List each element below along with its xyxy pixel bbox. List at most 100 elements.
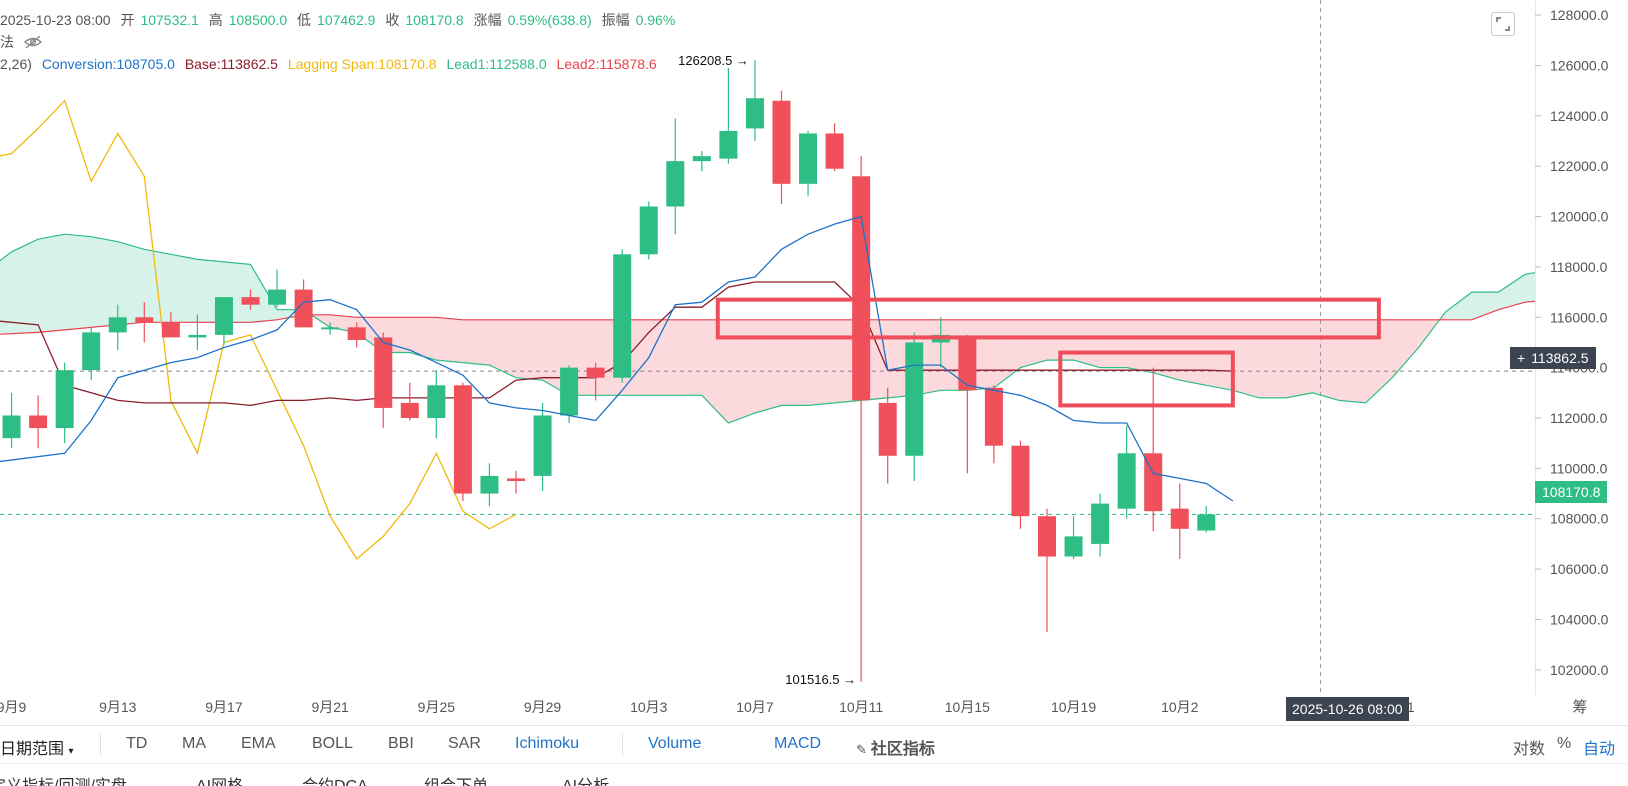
- cloud-segment: [436, 317, 463, 363]
- candle-body: [745, 98, 764, 129]
- community-indicators-button[interactable]: ✎ 社区指标: [856, 735, 935, 759]
- candle[interactable]: [214, 297, 233, 345]
- candle-body: [1038, 516, 1056, 557]
- candle-body: [188, 334, 207, 338]
- candle[interactable]: [1091, 493, 1110, 557]
- candle[interactable]: [347, 322, 366, 348]
- candle-body: [507, 478, 525, 481]
- annotation-box-2[interactable]: [1058, 350, 1235, 408]
- candle-body: [453, 385, 472, 494]
- close-value: 108170.8: [405, 12, 464, 28]
- candle[interactable]: [82, 327, 101, 381]
- candle[interactable]: [1117, 425, 1136, 519]
- candle[interactable]: [427, 370, 446, 439]
- candle[interactable]: [639, 201, 658, 260]
- candle[interactable]: [613, 249, 632, 383]
- candle[interactable]: [1170, 483, 1189, 560]
- candle[interactable]: [984, 385, 1003, 464]
- indicator-bbi[interactable]: BBI: [388, 735, 414, 752]
- candle-body: [82, 332, 101, 371]
- candle[interactable]: [958, 334, 977, 474]
- candle-body: [161, 322, 180, 338]
- candle[interactable]: [268, 269, 287, 308]
- chip-distribution-label[interactable]: 筹: [1572, 699, 1587, 716]
- candle[interactable]: [745, 60, 764, 142]
- candlestick-chart[interactable]: 126208.5 → 101516.5 →: [0, 0, 1535, 695]
- fullscreen-button[interactable]: [1491, 12, 1515, 36]
- ohlc-legend: 2025-10-23 08:00 开 107532.1 高 108500.0 低 10…: [0, 10, 681, 30]
- tab-custom-indicator[interactable]: 定义指标/回测/实盘: [0, 772, 127, 786]
- cloud-segment: [1020, 319, 1047, 368]
- candle[interactable]: [1144, 367, 1163, 532]
- lagging-value: Lagging Span:108170.8: [287, 56, 437, 72]
- candle[interactable]: [1038, 508, 1056, 633]
- cloud-segment: [1285, 319, 1313, 398]
- low-label: 低: [297, 12, 312, 28]
- candle-body: [1197, 514, 1216, 531]
- percent-scale-button[interactable]: %: [1557, 735, 1572, 752]
- candle[interactable]: [294, 279, 313, 328]
- candle[interactable]: [772, 90, 791, 204]
- candle[interactable]: [825, 123, 844, 172]
- log-scale-button[interactable]: 对数: [1513, 741, 1546, 758]
- candle[interactable]: [1064, 516, 1083, 560]
- candle[interactable]: [666, 118, 685, 235]
- candle[interactable]: [560, 365, 579, 424]
- time-tick-label: 9月9: [0, 699, 27, 715]
- candle[interactable]: [852, 156, 871, 682]
- indicator-ema[interactable]: EMA: [241, 735, 276, 752]
- candle[interactable]: [533, 402, 552, 492]
- candle[interactable]: [799, 130, 818, 197]
- candle[interactable]: [719, 67, 738, 164]
- cloud-segment: [1339, 319, 1366, 403]
- auto-scale-button[interactable]: 自动: [1583, 741, 1616, 758]
- indicator-volume[interactable]: Volume: [648, 735, 702, 752]
- indicator-ichimoku[interactable]: Ichimoku: [515, 735, 580, 752]
- tab-ai-analysis[interactable]: AI分析: [562, 772, 609, 786]
- candle[interactable]: [453, 382, 472, 502]
- bar-date: 2025-10-23 08:00: [0, 12, 111, 28]
- annotation-box-1[interactable]: [715, 297, 1381, 340]
- price-tick-label: 128000.0: [1550, 7, 1609, 23]
- candle[interactable]: [1197, 506, 1216, 533]
- price-tick-label: 126000.0: [1550, 57, 1609, 73]
- indicator-sar[interactable]: SAR: [448, 735, 481, 752]
- candle[interactable]: [321, 322, 340, 335]
- candle[interactable]: [241, 289, 260, 310]
- indicator-boll[interactable]: BOLL: [312, 735, 353, 752]
- indicator-macd[interactable]: MACD: [774, 735, 822, 752]
- candle[interactable]: [161, 312, 180, 338]
- price-tick-label: 122000.0: [1550, 158, 1609, 174]
- date-range-button[interactable]: 日期范围 ▾: [0, 735, 74, 759]
- candle[interactable]: [188, 314, 207, 351]
- cloud-segment: [1126, 319, 1154, 373]
- indicator-ma[interactable]: MA: [182, 735, 206, 752]
- indicator-td[interactable]: TD: [126, 735, 148, 752]
- price-tick-label: 120000.0: [1550, 209, 1609, 225]
- candle[interactable]: [878, 387, 897, 484]
- candle[interactable]: [692, 151, 711, 172]
- candle[interactable]: [374, 332, 393, 429]
- candle[interactable]: [108, 304, 127, 351]
- candle[interactable]: [1011, 440, 1030, 529]
- candle[interactable]: [905, 332, 924, 481]
- tab-ai-grid[interactable]: AI网格: [196, 772, 243, 786]
- eye-off-icon[interactable]: [23, 35, 42, 49]
- candle[interactable]: [2, 392, 21, 449]
- conversion-value: Conversion:108705.0: [41, 56, 175, 72]
- candle-body: [1064, 536, 1083, 557]
- candle[interactable]: [55, 362, 74, 444]
- candle[interactable]: [400, 382, 419, 421]
- candle[interactable]: [586, 362, 605, 401]
- price-tick-label: 108000.0: [1550, 511, 1609, 527]
- tab-combo-order[interactable]: 组合下单: [424, 772, 488, 786]
- candle[interactable]: [480, 463, 499, 507]
- candle[interactable]: [29, 395, 48, 449]
- tab-contract-dca[interactable]: 合约DCA: [302, 772, 368, 786]
- candle[interactable]: [135, 302, 154, 343]
- crosshair-date: 2025-10-26 08:00: [1292, 701, 1403, 717]
- candle-body: [692, 156, 711, 162]
- close-label: 收: [385, 12, 400, 28]
- time-tick-label: 10月15: [945, 699, 990, 715]
- candle[interactable]: [507, 470, 525, 494]
